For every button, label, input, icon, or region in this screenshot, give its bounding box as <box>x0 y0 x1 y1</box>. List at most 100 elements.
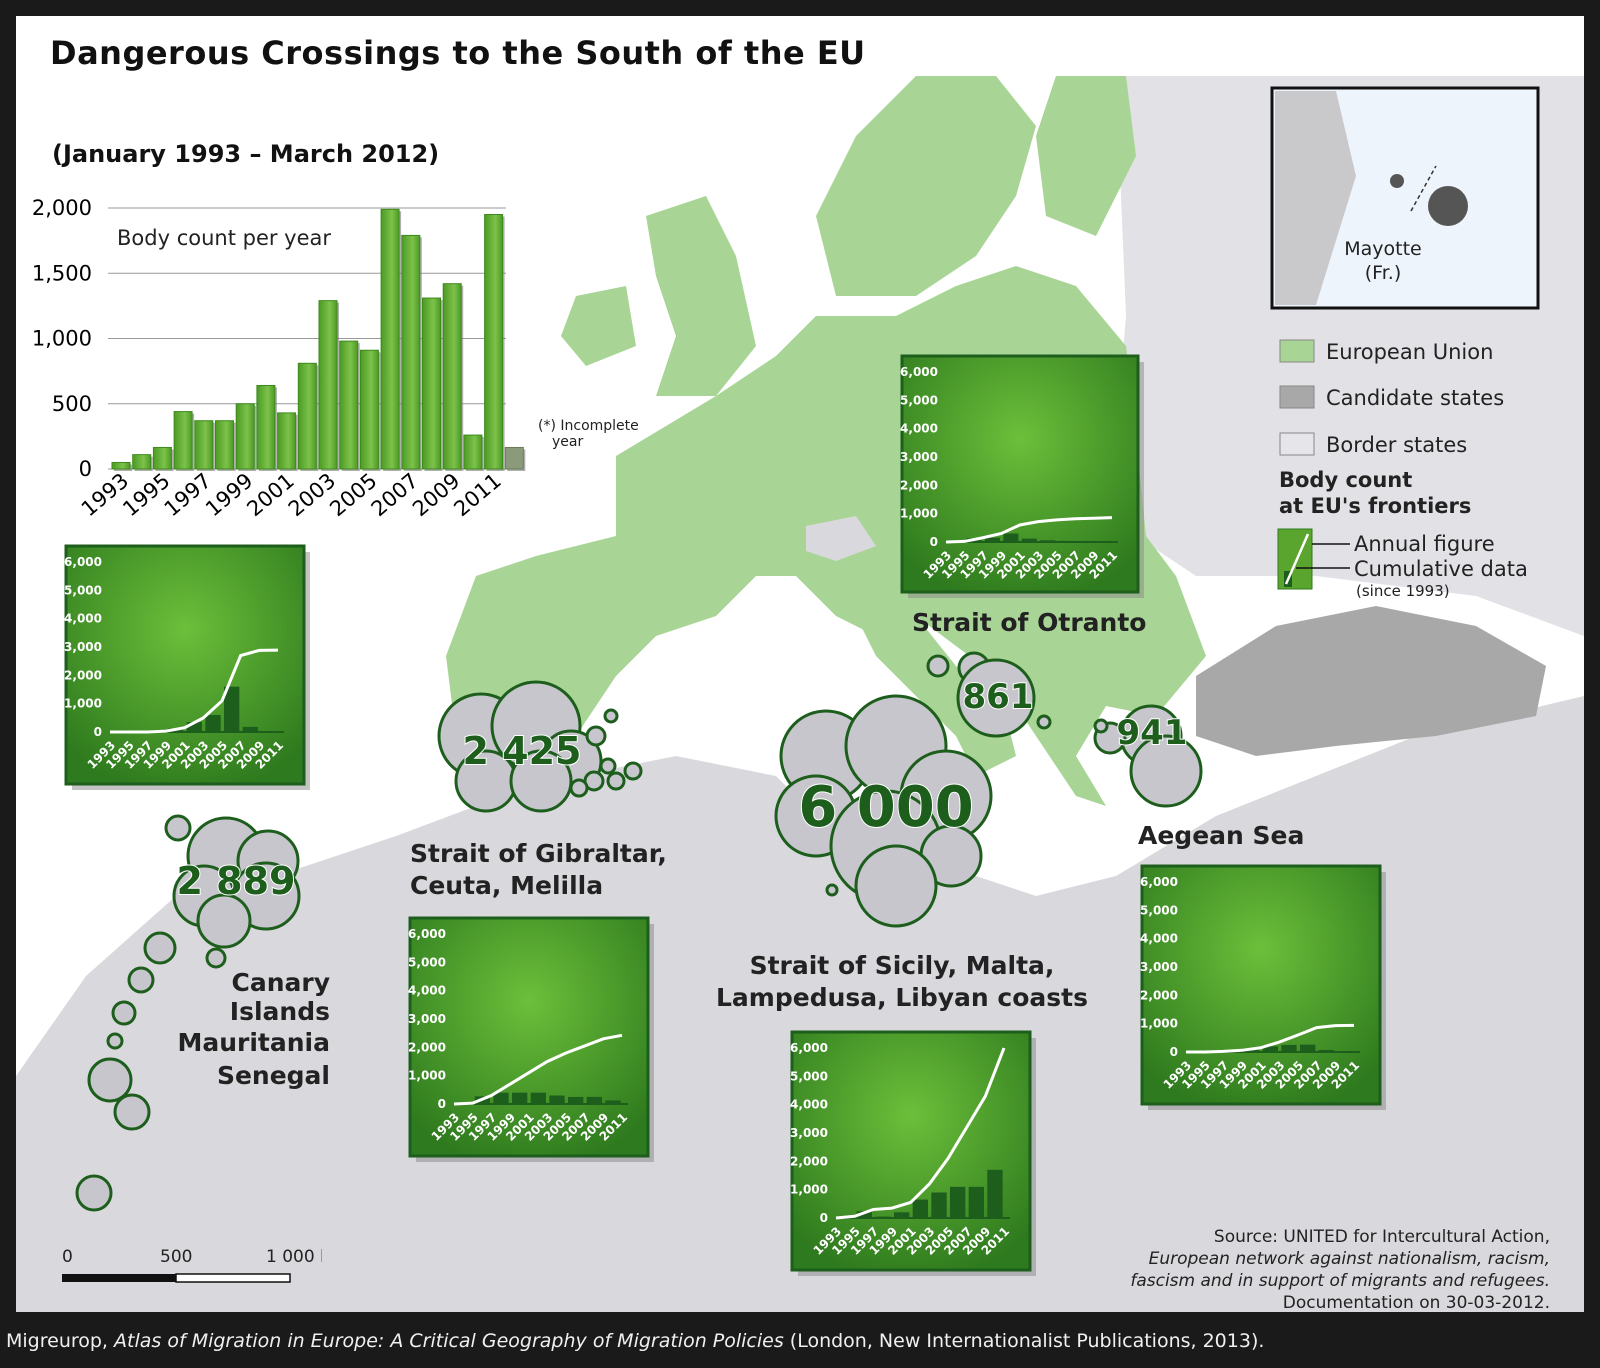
mini-annual-bar <box>1003 533 1019 542</box>
main-bar <box>194 420 214 470</box>
mini-cumulative-line <box>110 648 279 734</box>
mini-y-tick: 5,000 <box>408 955 446 969</box>
mini-annual-bar <box>605 1100 621 1104</box>
main-bar <box>318 300 338 470</box>
switzerland-landmass <box>806 516 876 561</box>
mini-y-tick: 5,000 <box>1140 903 1178 917</box>
label-canary-1: Canary <box>231 968 330 997</box>
mini-y-tick: 4,000 <box>790 1098 828 1112</box>
count-otranto: 861 <box>963 677 1034 717</box>
mini-annual-bar <box>530 1092 546 1104</box>
count-clouds: 2 425 2 889 6 000 861 941 Strait of Otra… <box>75 339 1528 1212</box>
mini-y-tick: 1,000 <box>900 507 938 521</box>
mini-chart: 6,0005,0004,0003,0002,0001,0000199319951… <box>408 916 654 1162</box>
main-y-tick: 2,000 <box>32 196 92 220</box>
main-bar <box>401 234 421 470</box>
label-sicily-1: Strait of Sicily, Malta, <box>750 951 1055 980</box>
legend-mini-cumulative-line <box>1284 533 1310 585</box>
mini-y-tick: 4,000 <box>1140 932 1178 946</box>
main-y-tick: 1,500 <box>32 261 92 285</box>
label-canary-3: Mauritania <box>177 1028 330 1057</box>
mini-y-tick: 3,000 <box>64 640 102 654</box>
inset-divider <box>1410 165 1437 212</box>
page-title: Dangerous Crossings to the South of the … <box>50 34 866 72</box>
mini-annual-bar <box>894 1212 910 1218</box>
mini-y-tick: 0 <box>930 535 938 549</box>
footer-citation: Migreurop, Atlas of Migration in Europe:… <box>6 1330 1264 1352</box>
legend-since: (since 1993) <box>1356 582 1450 600</box>
mini-annual-bar <box>186 722 202 732</box>
mini-annual-bar <box>1077 541 1093 542</box>
main-bar <box>359 349 379 470</box>
mini-chart-frame <box>900 354 1140 594</box>
mini-y-tick: 1,000 <box>790 1183 828 1197</box>
count-gibraltar: 2 425 <box>463 729 582 773</box>
main-chart-title: Body count per year <box>117 226 331 250</box>
mini-annual-bar <box>950 1186 966 1218</box>
mini-chart-frame <box>790 1030 1032 1272</box>
mini-annual-bar <box>1318 1050 1334 1052</box>
mini-annual-bar <box>1058 540 1074 542</box>
label-gibraltar-1: Strait of Gibraltar, <box>410 839 667 868</box>
scale-0: 0 <box>62 1247 73 1267</box>
ireland-landmass <box>561 286 636 366</box>
italy-landmass <box>856 616 1016 776</box>
mini-y-tick: 6,000 <box>790 1041 828 1055</box>
mini-annual-bar <box>493 1092 509 1104</box>
mini-y-tick: 2,000 <box>900 478 938 492</box>
legend-candidate: Candidate states <box>1326 386 1504 410</box>
scale-bar: 0 500 1 000 km <box>62 1247 322 1283</box>
mini-annual-bar <box>931 1192 947 1218</box>
main-bar <box>380 208 400 470</box>
label-otranto: Strait of Otranto <box>912 608 1146 637</box>
mini-y-tick: 4,000 <box>900 422 938 436</box>
mini-annual-bar <box>1300 1044 1316 1052</box>
period-subtitle: (January 1993 – March 2012) <box>52 140 440 168</box>
mini-y-tick: 2,000 <box>64 668 102 682</box>
footer-suffix: (London, New Internationalist Publicatio… <box>783 1330 1265 1352</box>
source-line-4: Documentation on 30-03-2012. <box>1282 1293 1550 1312</box>
mini-cumulative-line <box>835 1047 1006 1220</box>
main-bar <box>297 362 317 470</box>
legend-candidate-swatch <box>1279 385 1315 409</box>
mini-y-tick: 1,000 <box>1140 1017 1178 1031</box>
cloud-otranto <box>926 651 1052 738</box>
legend-border: Border states <box>1326 433 1467 457</box>
mini-cumulative-line <box>1186 1023 1355 1054</box>
mini-y-tick: 4,000 <box>64 612 102 626</box>
mini-y-tick: 0 <box>820 1211 828 1225</box>
main-bar <box>132 454 152 470</box>
mini-chart: 6,0005,0004,0003,0002,0001,0000199319951… <box>790 1030 1036 1276</box>
main-bar <box>215 420 234 470</box>
mini-y-tick: 6,000 <box>1140 875 1178 889</box>
mini-y-tick: 3,000 <box>408 1012 446 1026</box>
mayotte-main-island <box>1428 186 1468 226</box>
main-bar <box>235 403 255 470</box>
turkey-landmass <box>1196 606 1546 756</box>
mini-y-tick: 5,000 <box>790 1069 828 1083</box>
source-line-2: European network against nationalism, ra… <box>1148 1249 1550 1269</box>
main-y-tick: 1,000 <box>32 327 92 351</box>
label-gibraltar-2: Ceuta, Melilla <box>410 871 603 900</box>
main-bar <box>422 297 441 470</box>
mini-y-tick: 2,000 <box>790 1154 828 1168</box>
mini-y-tick: 6,000 <box>900 365 938 379</box>
legend-cumulative: Cumulative data <box>1354 557 1528 581</box>
north-africa-landmass <box>16 696 1584 1312</box>
mini-y-tick: 2,000 <box>408 1040 446 1054</box>
inset-label-1: Mayotte <box>1344 238 1422 260</box>
mini-annual-bar <box>1244 1049 1260 1052</box>
legend-body-title-1: Body count <box>1279 468 1412 492</box>
cloud-aegean <box>1093 704 1203 808</box>
legend-body-title-2: at EU's frontiers <box>1279 494 1471 518</box>
mini-y-tick: 3,000 <box>900 450 938 464</box>
incomplete-note-line-2: year <box>552 434 584 450</box>
mini-annual-bar <box>568 1096 584 1104</box>
cloud-canary <box>75 814 301 1212</box>
mini-annual-bar <box>968 1186 984 1218</box>
mini-chart: 6,0005,0004,0003,0002,0001,0000199319951… <box>64 544 310 790</box>
source-note: Source: UNITED for Intercultural Action,… <box>1130 1226 1550 1312</box>
mini-cumulative-line <box>453 1033 623 1106</box>
